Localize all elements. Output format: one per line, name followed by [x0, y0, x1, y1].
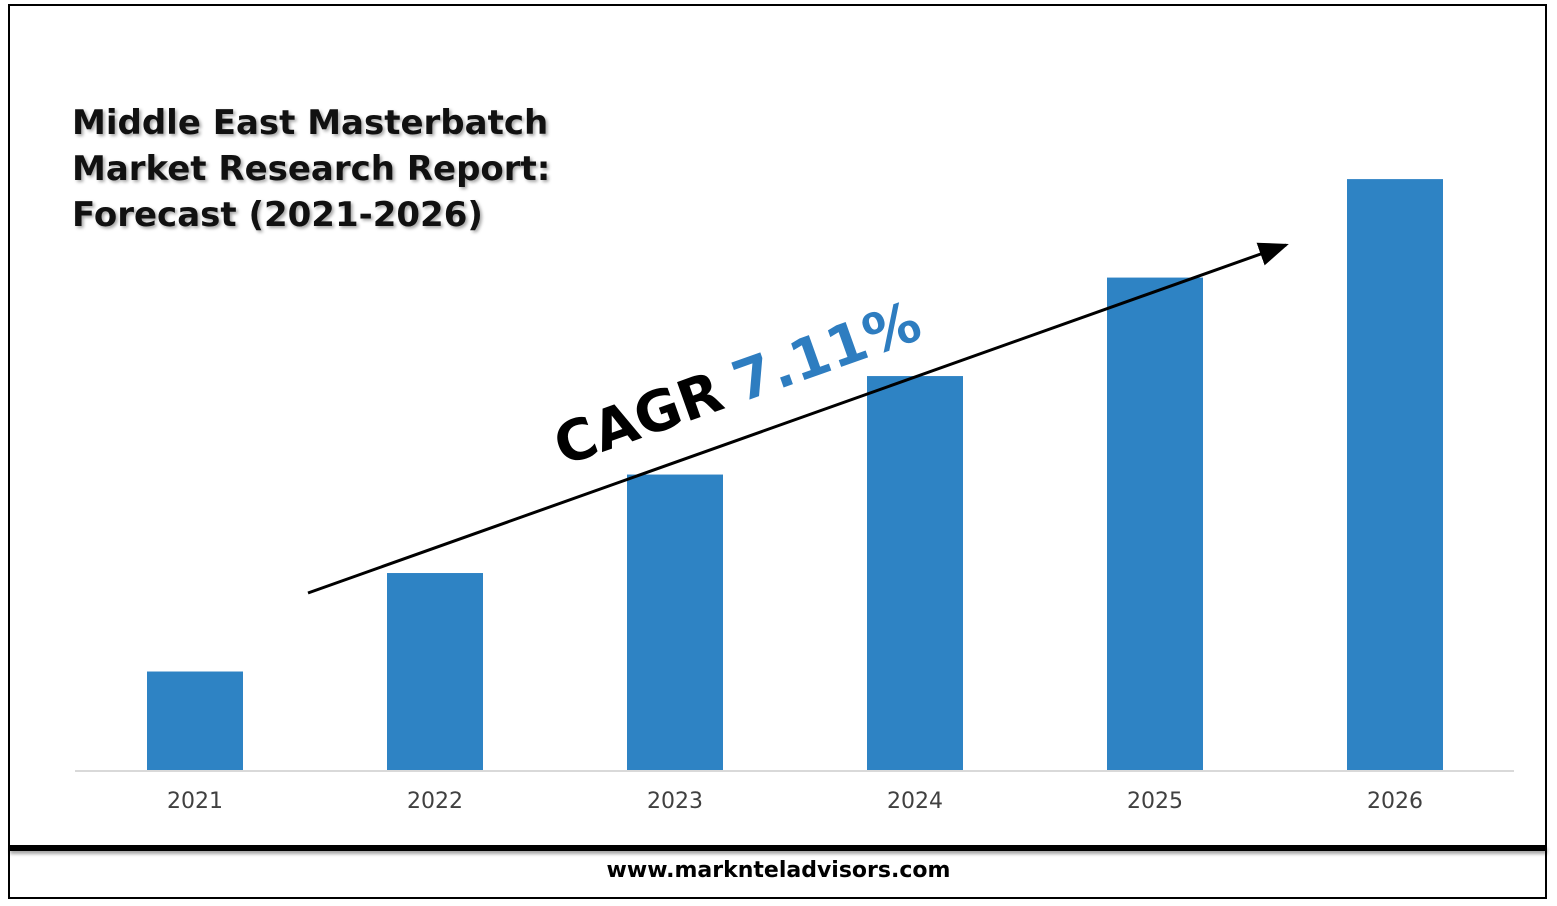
- x-tick-label-2025: 2025: [1127, 789, 1183, 814]
- report-frame: [8, 4, 1547, 899]
- cagr-label: CAGR: [546, 360, 731, 479]
- x-tick-label-2021: 2021: [167, 789, 223, 814]
- bar-2024: [867, 376, 963, 770]
- growth-arrow: [307, 242, 1289, 595]
- bar-2021: [147, 671, 243, 770]
- bars-layer: [147, 179, 1443, 770]
- bar-2023: [627, 474, 723, 770]
- bar-2025: [1107, 277, 1203, 770]
- website-url: www.marknteladvisors.com: [606, 858, 951, 883]
- x-tick-label-2024: 2024: [887, 789, 943, 814]
- chart-title: Middle East Masterbatch Market Research …: [72, 103, 551, 235]
- x-tick-label-2022: 2022: [407, 789, 463, 814]
- x-tick-label-2023: 2023: [647, 789, 703, 814]
- footer-divider: [10, 845, 1547, 851]
- bar-2026: [1347, 179, 1443, 770]
- bar-2022: [387, 573, 483, 770]
- x-tick-labels: 2021 2022 2023 2024 2025 2026: [167, 789, 1423, 814]
- x-tick-label-2026: 2026: [1367, 789, 1423, 814]
